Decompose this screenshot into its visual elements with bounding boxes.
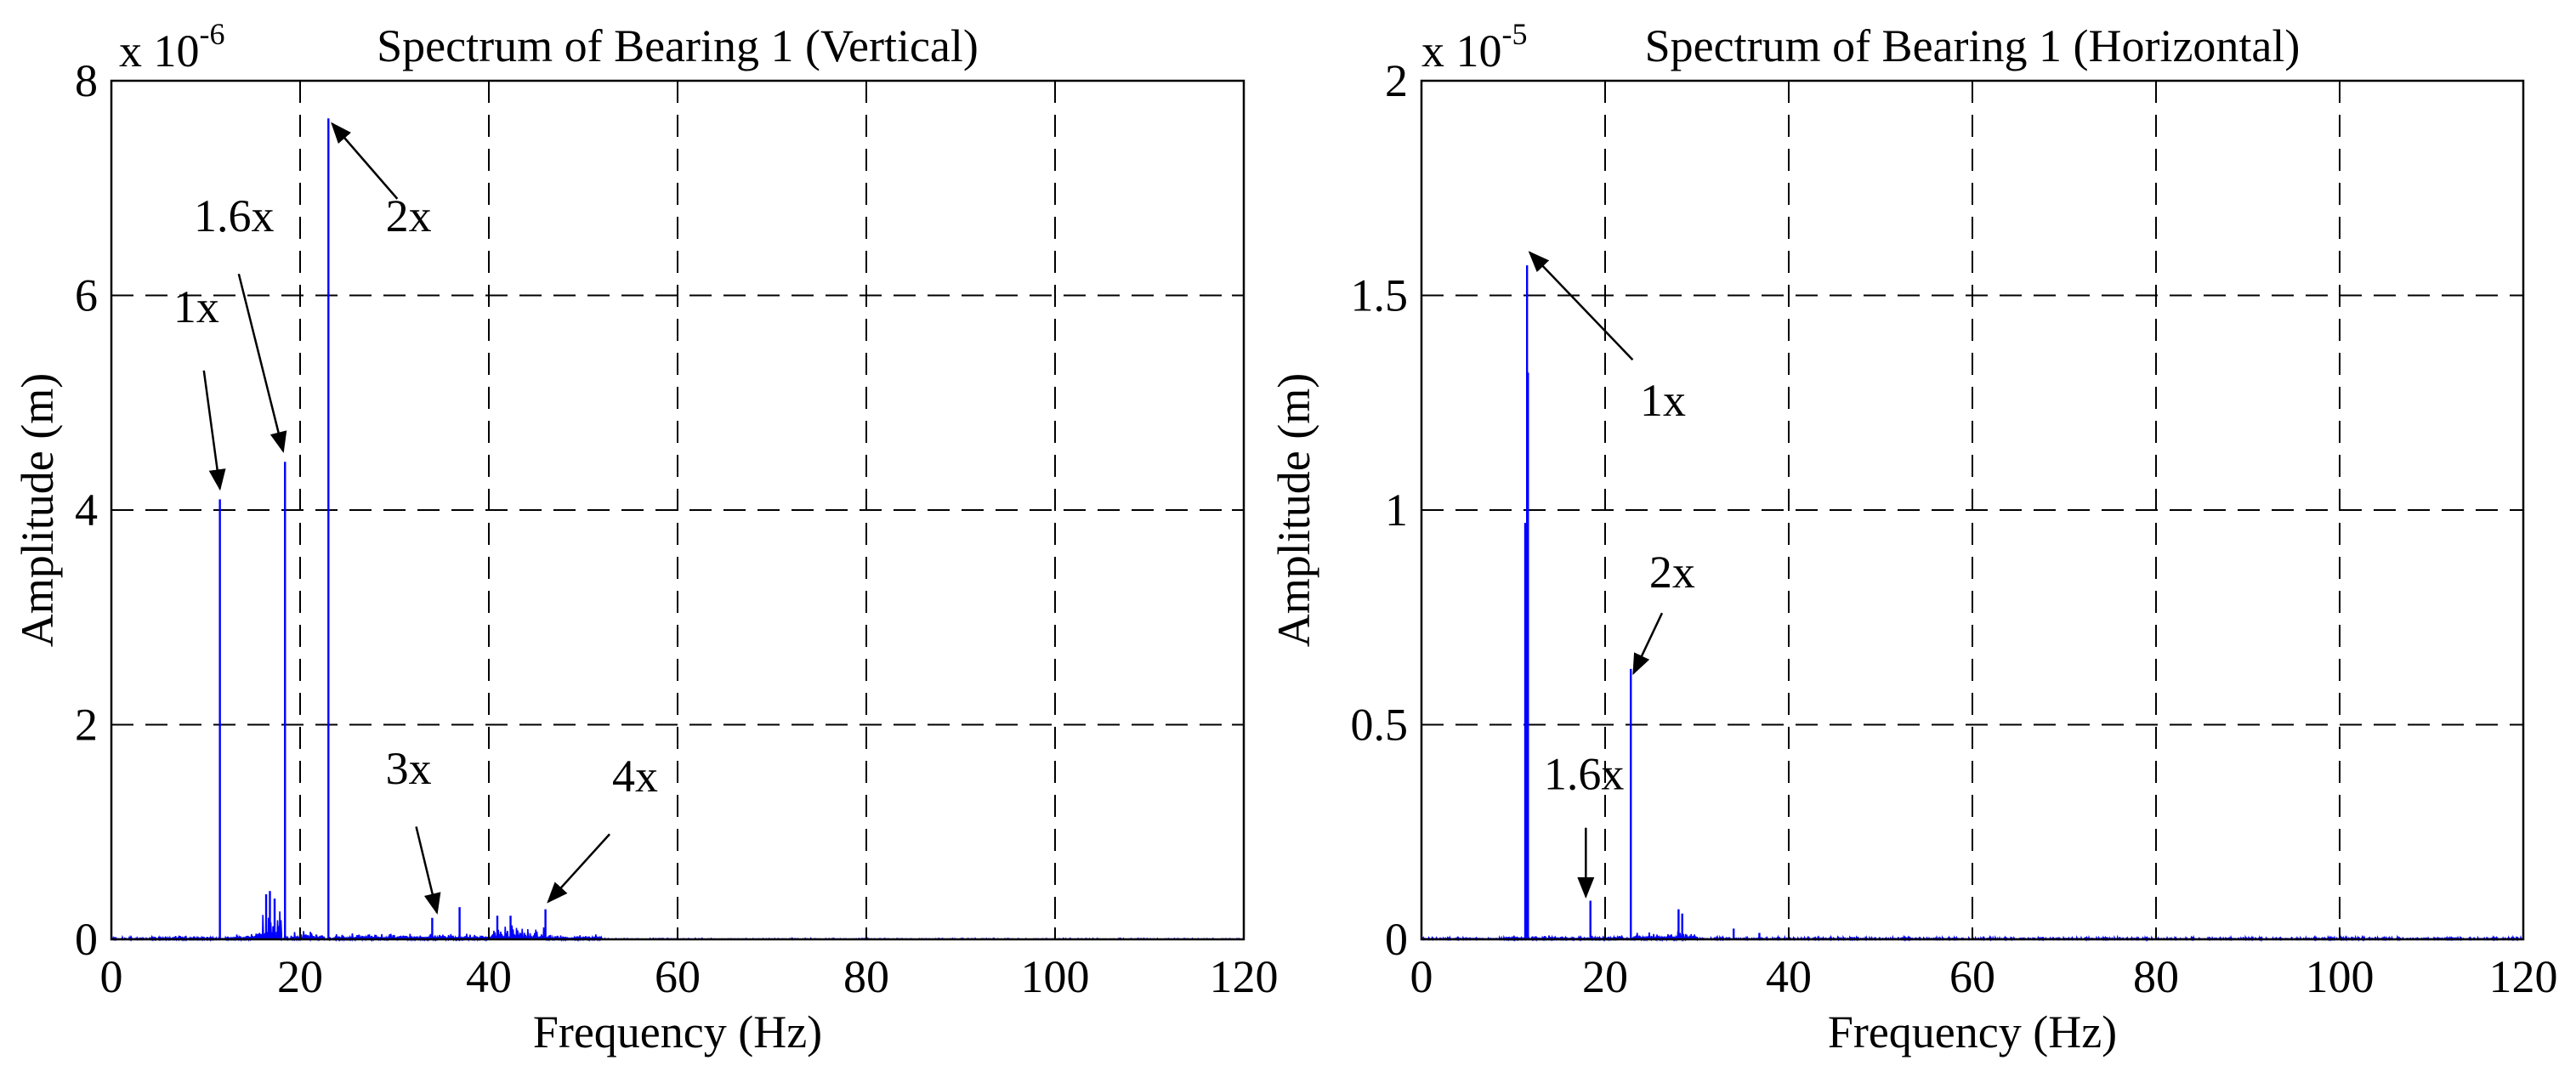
grid-lines [111,81,1244,939]
x-tick-label: 40 [1766,951,1812,1002]
annotations: 1x 1.6x 2x 3x 4x [173,122,658,915]
chart-vertical: 0 20 40 60 80 100 120 0 2 4 6 8 1x 1.6x 2x 3x 4x Spectr… [12,17,1279,1057]
annotation-arrow [331,122,399,200]
x-tick-label: 20 [277,951,323,1002]
annotation-arrow [237,273,287,453]
y-tick-label: 2 [1385,55,1408,106]
annotation-arrow [1528,251,1634,361]
x-tick-label: 100 [1021,951,1090,1002]
grid-lines [1421,81,2523,939]
x-tick-label: 120 [2489,951,2558,1002]
annotation-label: 2x [1649,547,1695,598]
annotation-arrow [547,833,611,904]
annotation-label: 1.6x [1544,748,1625,799]
x-axis-label: Frequency (Hz) [533,1006,822,1057]
x-tick-label: 80 [843,951,889,1002]
y-axis-label: Amplitude (m) [12,373,63,647]
x-tick-label: 40 [466,951,512,1002]
multiplier-base: x 10 [1421,26,1502,77]
y-tick-label: 0.5 [1351,700,1409,751]
axis-ticks: 0 20 40 60 80 100 120 0 2 4 6 8 [75,55,1279,1002]
annotations: 1x 2x 1.6x [1528,251,1695,899]
multiplier-base: x 10 [119,26,200,77]
annotation-label: 3x [386,743,432,794]
annotation-label: 1.6x [194,190,275,241]
y-tick-label: 4 [75,485,98,536]
y-tick-label: 1 [1385,485,1408,536]
x-tick-label: 120 [1210,951,1279,1002]
axis-ticks: 0 20 40 60 80 100 120 0 0.5 1 1.5 2 [1351,55,2558,1002]
annotation-label: 1x [173,281,219,332]
x-tick-label: 80 [2133,951,2179,1002]
chart-horizontal: 0 20 40 60 80 100 120 0 0.5 1 1.5 2 1x 2x 1.6x Spectr… [1268,17,2558,1057]
x-tick-label: 20 [1582,951,1628,1002]
annotation-label: 4x [612,751,658,802]
annotation-arrow [202,370,226,491]
annotation-label: 2x [386,190,432,241]
y-multiplier: x 10-6 [119,17,225,77]
x-tick-label: 60 [655,951,701,1002]
chart-title: Spectrum of Bearing 1 (Horizontal) [1645,20,2301,71]
x-tick-label: 60 [1949,951,1995,1002]
y-tick-label: 2 [75,700,98,751]
chart-title: Spectrum of Bearing 1 (Vertical) [377,20,979,71]
annotation-arrow [1632,612,1664,676]
multiplier-exponent: -6 [200,17,225,51]
x-tick-label: 100 [2306,951,2375,1002]
x-axis-label: Frequency (Hz) [1828,1006,2117,1057]
annotation-arrow [415,826,441,915]
y-tick-label: 8 [75,55,98,106]
x-tick-label: 0 [1410,951,1433,1002]
multiplier-exponent: -5 [1502,17,1528,51]
x-tick-label: 0 [100,951,123,1002]
annotation-label: 1x [1640,375,1686,426]
y-multiplier: x 10-5 [1421,17,1528,77]
y-axis-label: Amplitude (m) [1268,373,1319,647]
y-tick-label: 0 [75,914,98,965]
y-tick-label: 0 [1385,914,1408,965]
y-tick-label: 6 [75,270,98,321]
y-tick-label: 1.5 [1351,270,1409,321]
